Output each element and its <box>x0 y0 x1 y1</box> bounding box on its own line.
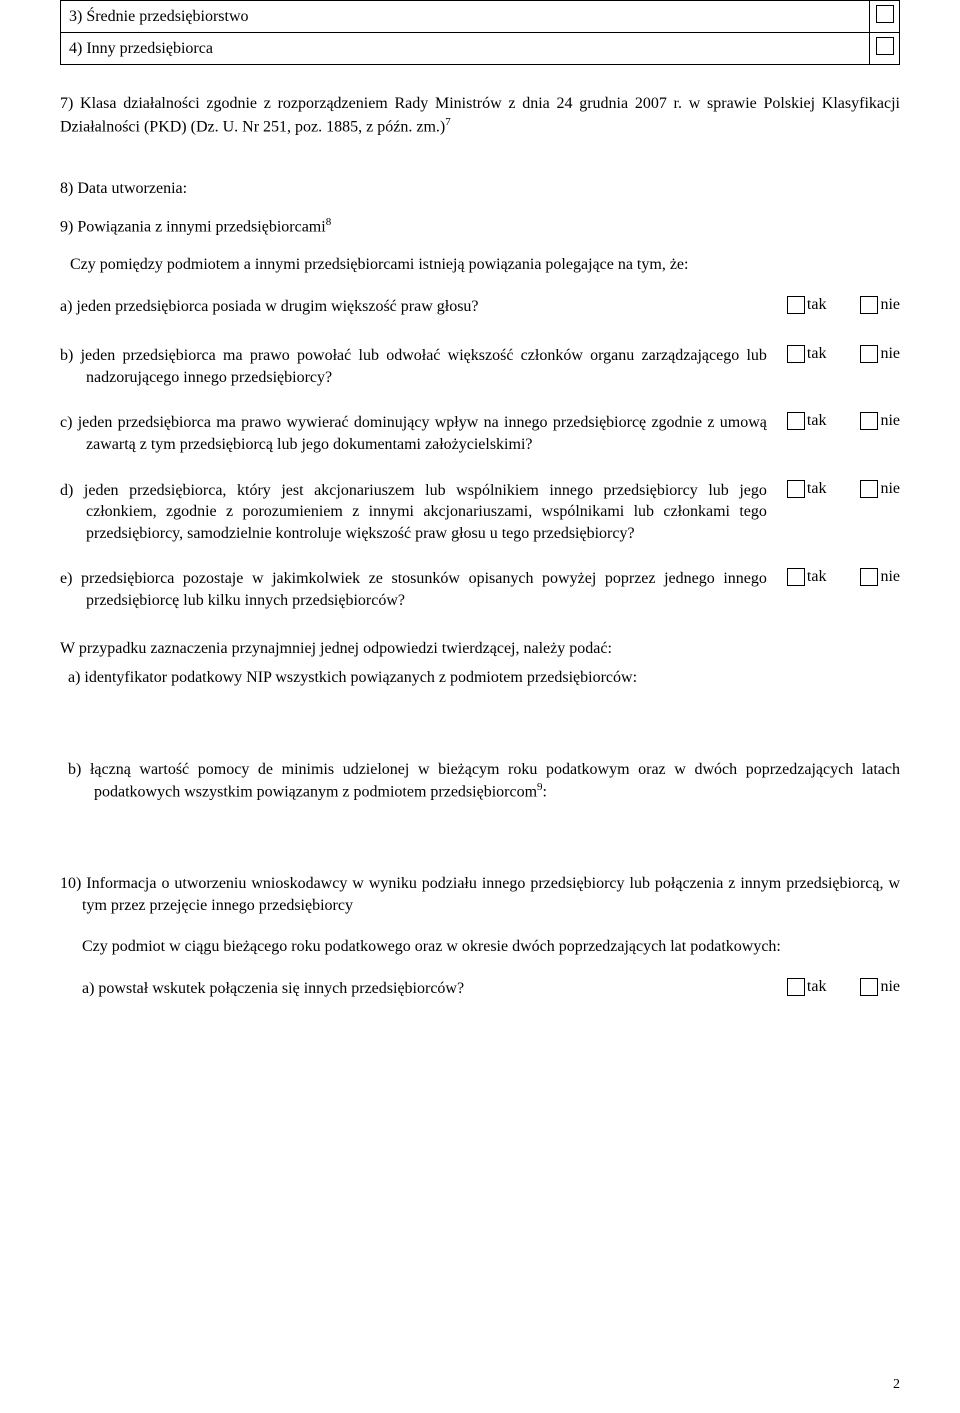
checkbox-other[interactable] <box>876 37 894 55</box>
label-tak: tak <box>805 978 827 996</box>
section-9-footnote: 8 <box>326 216 332 228</box>
label-nie: nie <box>878 568 900 586</box>
label-tak: tak <box>805 480 827 498</box>
question-d-checks: tak nie <box>787 480 900 498</box>
checkbox-c-nie[interactable] <box>860 412 878 430</box>
section-9-head-text: 9) Powiązania z innymi przedsiębiorcami <box>60 218 326 235</box>
checkbox-c-tak[interactable] <box>787 412 805 430</box>
label-nie: nie <box>878 412 900 430</box>
label-tak: tak <box>805 568 827 586</box>
affirmative-intro: W przypadku zaznaczenia przynajmniej jed… <box>60 638 900 660</box>
question-a-text: a) jeden przedsiębiorca posiada w drugim… <box>60 296 787 318</box>
section-10-text: 10) Informacja o utworzeniu wnioskodawcy… <box>60 873 900 916</box>
question-a-checks: tak nie <box>787 296 900 314</box>
checkbox-medium[interactable] <box>876 5 894 23</box>
question-10a-checks: tak nie <box>787 978 900 996</box>
question-d-row: d) jeden przedsiębiorca, który jest akcj… <box>60 480 900 545</box>
label-nie: nie <box>878 978 900 996</box>
checkbox-10a-tak[interactable] <box>787 978 805 996</box>
checkbox-cell <box>870 1 900 33</box>
question-c-checks: tak nie <box>787 412 900 430</box>
checkbox-b-nie[interactable] <box>860 345 878 363</box>
page-number: 2 <box>893 1377 900 1393</box>
question-b-row: b) jeden przedsiębiorca ma prawo powołać… <box>60 345 900 388</box>
section-7-text: 7) Klasa działalności zgodnie z rozporzą… <box>60 93 900 138</box>
section-9-heading: 9) Powiązania z innymi przedsiębiorcami8 <box>60 215 900 238</box>
question-10a-row: a) powstał wskutek połączenia się innych… <box>60 978 900 1000</box>
affirmative-b-tail: : <box>543 784 547 801</box>
row-medium-enterprise: 3) Średnie przedsiębiorstwo <box>61 1 870 33</box>
checkbox-a-nie[interactable] <box>860 296 878 314</box>
question-c-row: c) jeden przedsiębiorca ma prawo wywiera… <box>60 412 900 455</box>
affirmative-a: a) identyfikator podatkowy NIP wszystkic… <box>60 667 900 689</box>
affirmative-b: b) łączną wartość pomocy de minimis udzi… <box>60 759 900 804</box>
row-other-entrepreneur: 4) Inny przedsiębiorca <box>61 33 870 65</box>
checkbox-d-nie[interactable] <box>860 480 878 498</box>
label-nie: nie <box>878 480 900 498</box>
checkbox-d-tak[interactable] <box>787 480 805 498</box>
question-b-checks: tak nie <box>787 345 900 363</box>
question-d-text: d) jeden przedsiębiorca, który jest akcj… <box>60 480 787 545</box>
checkbox-b-tak[interactable] <box>787 345 805 363</box>
section-7-footnote: 7 <box>445 116 451 128</box>
label-nie: nie <box>878 345 900 363</box>
label-tak: tak <box>805 345 827 363</box>
checkbox-a-tak[interactable] <box>787 296 805 314</box>
checkbox-10a-nie[interactable] <box>860 978 878 996</box>
question-e-text: e) przedsiębiorca pozostaje w jakimkolwi… <box>60 568 787 611</box>
question-e-row: e) przedsiębiorca pozostaje w jakimkolwi… <box>60 568 900 611</box>
section-8-text: 8) Data utworzenia: <box>60 178 900 200</box>
label-tak: tak <box>805 296 827 314</box>
affirmative-b-text: b) łączną wartość pomocy de minimis udzi… <box>68 761 900 801</box>
checkbox-e-tak[interactable] <box>787 568 805 586</box>
question-e-checks: tak nie <box>787 568 900 586</box>
section-10-question: Czy podmiot w ciągu bieżącego roku podat… <box>60 936 900 958</box>
question-b-text: b) jeden przedsiębiorca ma prawo powołać… <box>60 345 787 388</box>
section-9-intro: Czy pomiędzy podmiotem a innymi przedsię… <box>60 254 900 276</box>
enterprise-type-table: 3) Średnie przedsiębiorstwo 4) Inny prze… <box>60 0 900 65</box>
checkbox-cell <box>870 33 900 65</box>
label-nie: nie <box>878 296 900 314</box>
question-c-text: c) jeden przedsiębiorca ma prawo wywiera… <box>60 412 787 455</box>
question-10a-text: a) powstał wskutek połączenia się innych… <box>82 978 787 1000</box>
question-a-row: a) jeden przedsiębiorca posiada w drugim… <box>60 296 900 318</box>
checkbox-e-nie[interactable] <box>860 568 878 586</box>
label-tak: tak <box>805 412 827 430</box>
section-7-body: 7) Klasa działalności zgodnie z rozporzą… <box>60 95 900 135</box>
